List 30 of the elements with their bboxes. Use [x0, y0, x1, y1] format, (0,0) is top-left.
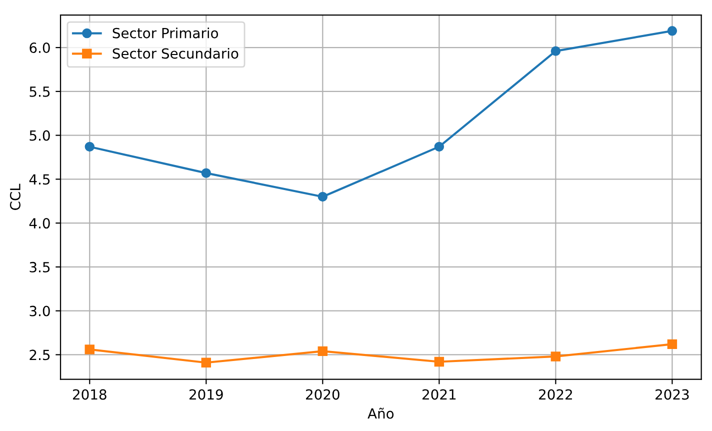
point — [550, 352, 561, 362]
point — [434, 356, 444, 367]
point — [667, 339, 678, 350]
point — [84, 344, 95, 354]
point — [201, 168, 212, 178]
y-tick-label: 4.0 — [29, 218, 50, 229]
point — [550, 46, 561, 56]
point — [318, 346, 328, 356]
x-tick-label: 2023 — [656, 389, 689, 400]
point — [667, 26, 678, 36]
point — [318, 192, 328, 202]
y-tick-label: 3.5 — [30, 262, 50, 272]
x-tick-label: 2022 — [539, 389, 572, 400]
x-tick-label: 2019 — [190, 389, 223, 400]
y-tick-label: 4.5 — [29, 174, 50, 185]
x-tick-label: 2021 — [422, 389, 456, 400]
y-axis-title: CCL — [10, 184, 20, 210]
x-tick-label: 2020 — [306, 389, 340, 400]
y-tick-label: 2.5 — [30, 350, 50, 360]
x-tick-label: 2018 — [72, 389, 106, 400]
point — [84, 142, 95, 152]
point — [434, 142, 444, 152]
y-tick-label: 5.5 — [30, 86, 50, 97]
legend-label: Sector Primario — [112, 28, 218, 38]
point — [201, 358, 212, 368]
legend-label: Sector Secundario — [112, 48, 238, 59]
y-tick-label: 5.0 — [30, 130, 50, 141]
x-axis-title: Año — [368, 408, 394, 419]
y-tick-label: 6.0 — [30, 42, 50, 54]
y-tick-label: 3.0 — [30, 306, 50, 316]
